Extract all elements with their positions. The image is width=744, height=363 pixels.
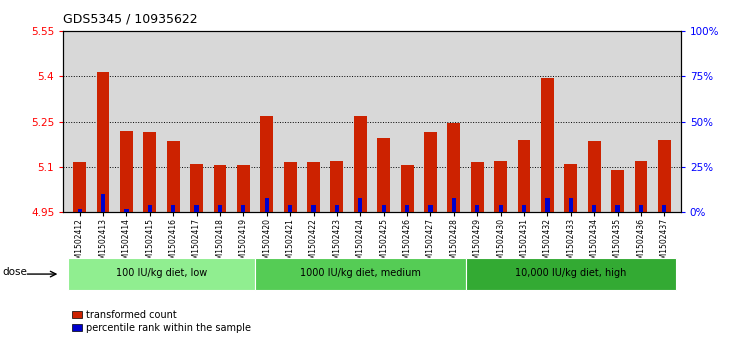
Legend: transformed count, percentile rank within the sample: transformed count, percentile rank withi… — [68, 306, 254, 337]
Text: 10,000 IU/kg diet, high: 10,000 IU/kg diet, high — [515, 268, 626, 278]
Bar — [358, 198, 362, 212]
Bar — [518, 140, 530, 212]
Text: GDS5345 / 10935622: GDS5345 / 10935622 — [63, 13, 198, 26]
Bar — [588, 141, 600, 212]
Bar — [218, 205, 222, 212]
Bar — [405, 205, 409, 212]
Bar — [498, 205, 503, 212]
Bar — [522, 205, 526, 212]
Bar — [288, 205, 292, 212]
Bar — [611, 170, 624, 212]
Bar — [354, 115, 367, 212]
Bar — [73, 162, 86, 212]
Bar — [194, 205, 199, 212]
Bar — [541, 78, 554, 212]
Bar — [401, 166, 414, 212]
Bar — [283, 162, 297, 212]
Bar — [307, 162, 320, 212]
Bar — [77, 209, 82, 212]
Bar — [144, 132, 156, 212]
Bar — [658, 140, 671, 212]
Bar — [471, 162, 484, 212]
Bar — [565, 164, 577, 212]
Bar — [241, 205, 246, 212]
Text: 100 IU/kg diet, low: 100 IU/kg diet, low — [116, 268, 207, 278]
Bar — [265, 198, 269, 212]
Bar — [447, 123, 461, 212]
Bar — [330, 161, 343, 212]
Bar — [214, 166, 226, 212]
Bar — [124, 209, 129, 212]
Bar — [190, 164, 203, 212]
Bar — [260, 115, 273, 212]
Bar — [147, 205, 152, 212]
Bar — [101, 194, 105, 212]
Bar — [382, 205, 386, 212]
Bar — [312, 205, 315, 212]
FancyBboxPatch shape — [68, 258, 255, 290]
FancyBboxPatch shape — [466, 258, 676, 290]
Bar — [635, 161, 647, 212]
Bar — [335, 205, 339, 212]
Bar — [475, 205, 479, 212]
Bar — [120, 131, 133, 212]
Bar — [639, 205, 643, 212]
Bar — [592, 205, 597, 212]
FancyBboxPatch shape — [255, 258, 466, 290]
Bar — [494, 161, 507, 212]
Bar — [662, 205, 667, 212]
Bar — [167, 141, 179, 212]
Bar — [615, 205, 620, 212]
Bar — [424, 132, 437, 212]
Bar — [429, 205, 432, 212]
Bar — [377, 138, 390, 212]
Bar — [545, 198, 550, 212]
Bar — [97, 72, 109, 212]
Bar — [452, 198, 456, 212]
Text: 1000 IU/kg diet, medium: 1000 IU/kg diet, medium — [300, 268, 421, 278]
Text: dose: dose — [2, 267, 27, 277]
Bar — [237, 166, 250, 212]
Bar — [171, 205, 176, 212]
Bar — [568, 198, 573, 212]
